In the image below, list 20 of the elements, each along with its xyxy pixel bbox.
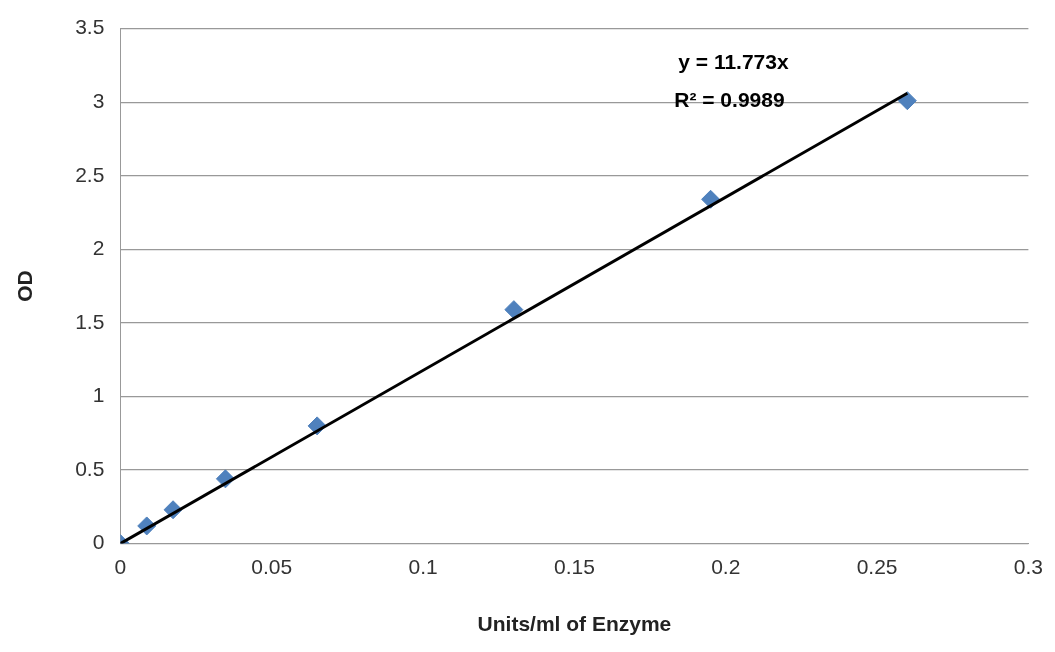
x-tick-label: 0.05: [251, 555, 293, 578]
point: [504, 300, 524, 320]
x-tick-label: 0.1: [408, 555, 438, 578]
y-axis-title: OD: [13, 270, 37, 302]
y-tick-label: 2.5: [75, 162, 105, 186]
annotation: y = 11.773x: [678, 50, 789, 74]
x-axis-title: Units/ml of Enzyme: [477, 612, 672, 636]
x-tick-label: 0.15: [553, 555, 595, 578]
y-tick-label: 1.5: [75, 309, 105, 333]
y-tick-label: 0.5: [75, 456, 105, 480]
x-tick-label: 0: [114, 555, 127, 578]
x-tick-label: 0.25: [856, 555, 898, 578]
x-tick-label: 0.2: [711, 555, 741, 578]
y-tick-label: 2: [92, 236, 105, 260]
y-tick-label: 3: [92, 88, 105, 112]
y-tick-label: 3.5: [75, 15, 105, 39]
y-tick-label: 1: [92, 383, 105, 407]
y-tick-label: 0: [92, 530, 105, 554]
x-tick-label: 0.3: [1013, 555, 1044, 578]
annotation: R² = 0.9989: [674, 88, 785, 112]
